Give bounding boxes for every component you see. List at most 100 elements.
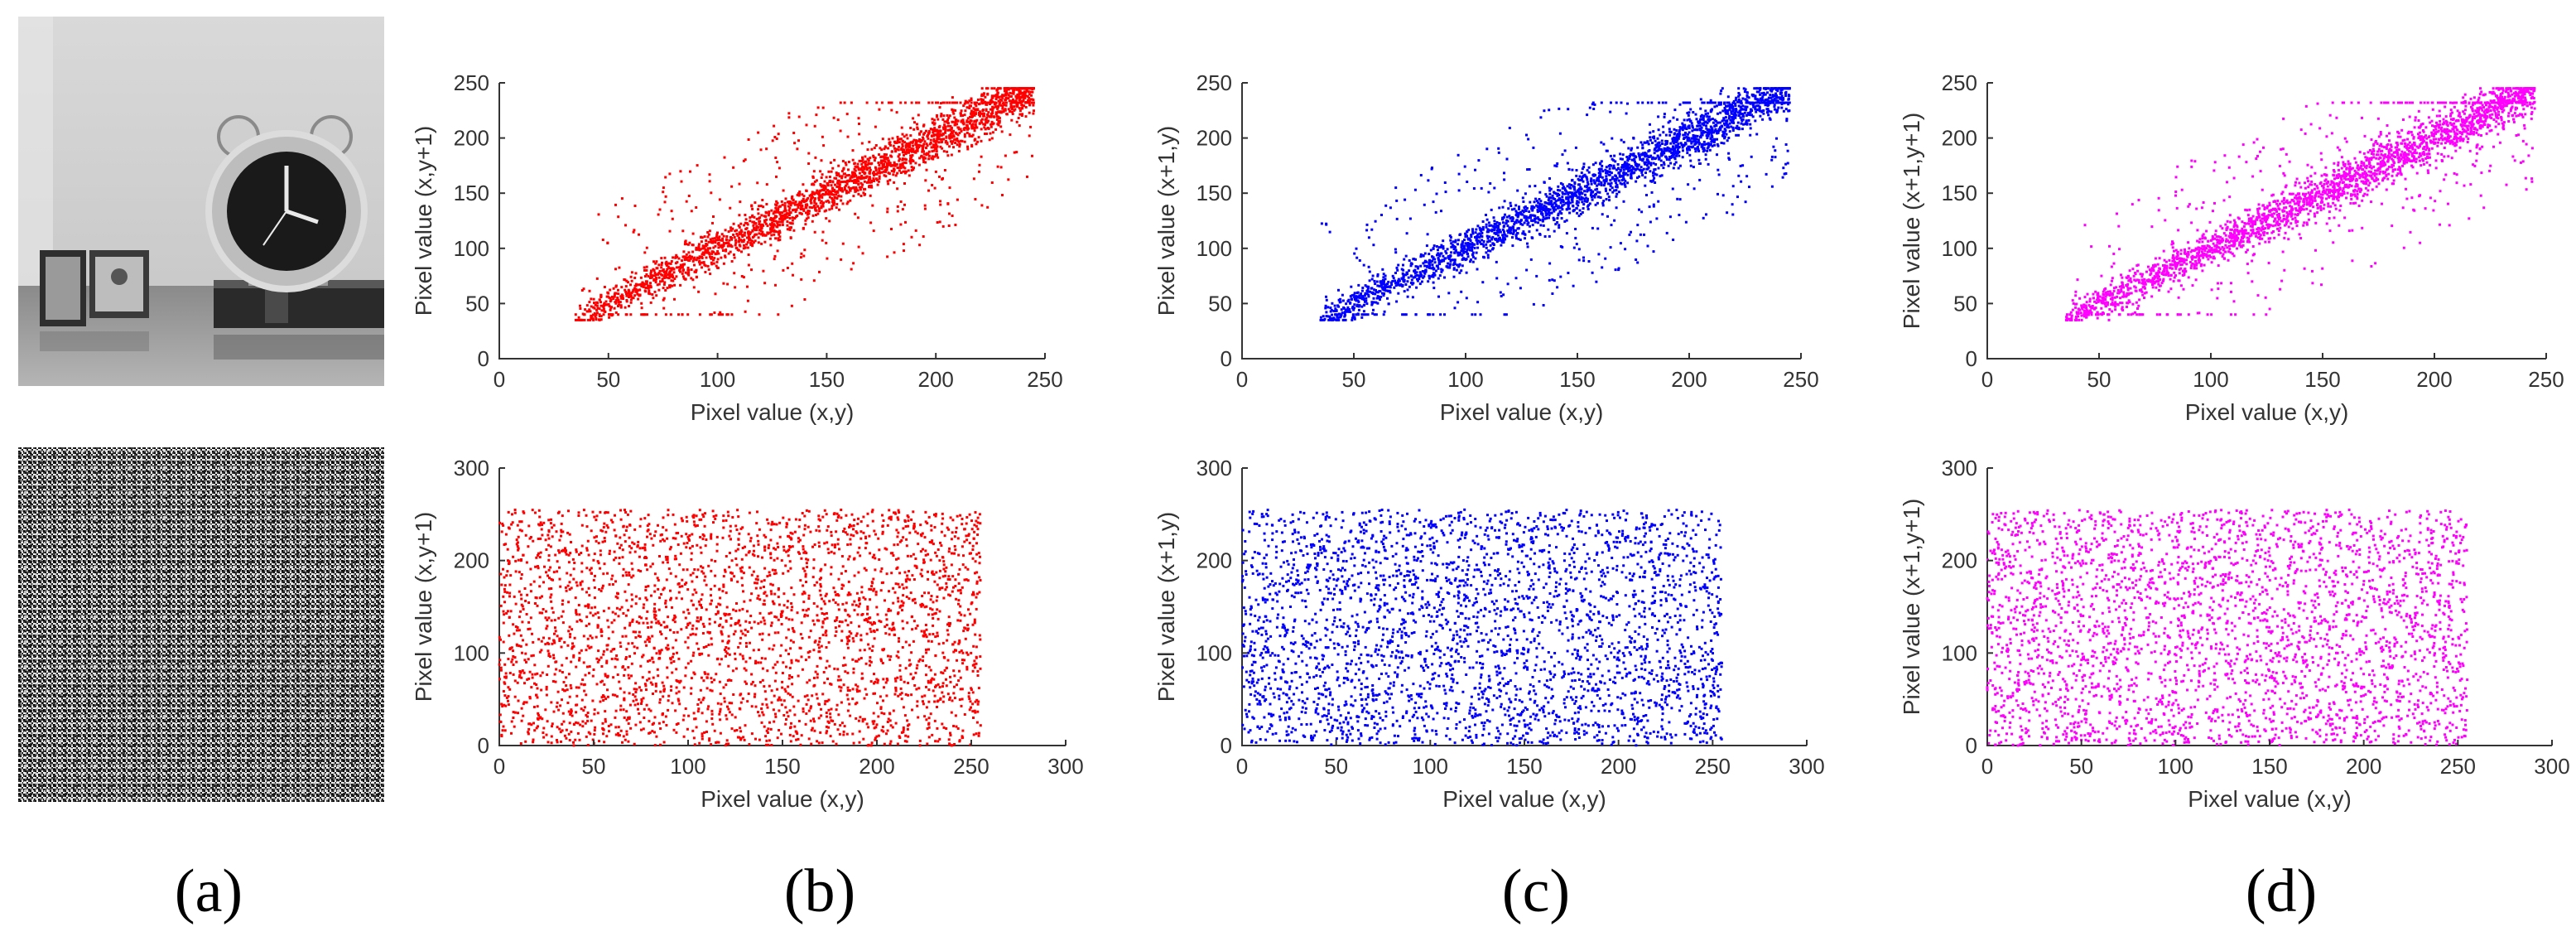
scatter-point	[592, 318, 595, 321]
scatter-point	[1419, 253, 1423, 256]
scatter-point	[709, 273, 712, 276]
scatter-point	[858, 159, 861, 162]
scatter-point	[889, 154, 893, 157]
scatter-point	[953, 123, 956, 127]
scatter-point	[1657, 167, 1660, 170]
scatter-point	[904, 162, 908, 165]
scatter-point	[1388, 289, 1391, 292]
scatter-point	[999, 111, 1003, 114]
scatter-point	[1782, 167, 1785, 170]
scatter-point	[693, 263, 696, 267]
scatter-point	[1442, 254, 1445, 258]
scatter-point	[1357, 308, 1360, 311]
scatter-point	[1433, 261, 1437, 264]
scatter-point	[644, 290, 648, 293]
scatter-point	[1016, 93, 1019, 96]
scatter-point	[1495, 260, 1498, 263]
scatter-point	[666, 268, 669, 271]
scatter-point	[1731, 126, 1735, 129]
scatter-point	[918, 157, 922, 160]
scatter-point	[1502, 225, 1505, 229]
scatter-point	[1699, 118, 1702, 121]
scatter-point	[933, 155, 937, 158]
scatter-point	[1466, 248, 1469, 251]
scatter-point	[1646, 164, 1649, 167]
scatter-point	[901, 145, 904, 148]
scatter-point	[860, 159, 863, 162]
scatter-point	[1745, 105, 1749, 109]
scatter-points	[1319, 87, 1791, 321]
scatter-point	[774, 220, 778, 223]
scatter-point	[1638, 156, 1641, 159]
scatter-point	[1774, 96, 1778, 99]
scatter-point	[758, 220, 761, 223]
scatter-point	[1622, 171, 1625, 174]
scatter-point	[936, 221, 939, 224]
scatter-point	[625, 294, 628, 297]
scatter-point	[1398, 279, 1401, 282]
scatter-point	[1684, 220, 1688, 224]
scatter-point	[1474, 313, 1477, 316]
scatter-point	[747, 235, 750, 239]
scatter-point	[1476, 301, 1480, 304]
scatter-point	[646, 313, 648, 316]
scatter-point	[1443, 313, 1446, 316]
scatter-point	[1591, 198, 1594, 201]
scatter-point	[952, 129, 956, 133]
scatter-point	[1397, 281, 1400, 284]
scatter-point	[1787, 97, 1790, 100]
scatter-point	[746, 236, 749, 239]
scatter-point	[1668, 215, 1672, 219]
scatter-point	[977, 136, 980, 139]
scatter-point	[1745, 101, 1748, 104]
scatter-point	[701, 244, 705, 248]
scatter-point	[654, 276, 657, 279]
scatter-point	[1371, 311, 1375, 315]
scatter-point	[1521, 232, 1524, 235]
scatter-point	[1537, 201, 1540, 205]
scatter-point	[1486, 253, 1490, 257]
scatter-point	[822, 201, 825, 205]
scatter-point	[1020, 104, 1023, 106]
scatter-point	[1564, 201, 1567, 205]
scatter-point	[1365, 289, 1369, 292]
scatter-point	[1026, 94, 1029, 98]
scatter-point	[1685, 101, 1688, 104]
scatter-point	[897, 167, 900, 170]
scatter-point	[1602, 200, 1606, 203]
scatter-point	[825, 241, 828, 244]
scatter-point	[1717, 101, 1721, 104]
scatter-point	[1660, 163, 1664, 167]
scatter-point	[769, 216, 773, 220]
scatter-point	[764, 215, 768, 218]
scatter-point	[657, 282, 661, 286]
scatter-point	[776, 221, 779, 224]
scatter-point	[798, 200, 802, 204]
scatter-point	[1497, 237, 1500, 240]
scatter-point	[1617, 179, 1620, 182]
scatter-point	[1018, 89, 1021, 93]
scatter-point	[1665, 158, 1668, 161]
scatter-point	[971, 133, 975, 137]
scatter-point	[1336, 304, 1340, 307]
scatter-point	[620, 286, 624, 289]
scatter-point	[1382, 273, 1385, 276]
scatter-point	[1697, 139, 1700, 142]
scatter-point	[880, 101, 884, 104]
scatter-point	[744, 218, 748, 221]
scatter-point	[1370, 303, 1374, 306]
scatter-point	[638, 233, 640, 236]
scatter-point	[815, 202, 818, 205]
scatter-point	[1367, 285, 1370, 288]
scatter-point	[790, 226, 792, 229]
scatter-point	[1490, 238, 1494, 241]
scatter-point	[612, 287, 615, 290]
scatter-point	[759, 224, 763, 227]
scatter-point	[893, 164, 897, 167]
scatter-point	[1591, 226, 1594, 229]
scatter-point	[1745, 119, 1748, 123]
scatter-point	[937, 133, 940, 137]
scatter-point	[774, 206, 778, 210]
scatter-point	[1461, 264, 1464, 268]
